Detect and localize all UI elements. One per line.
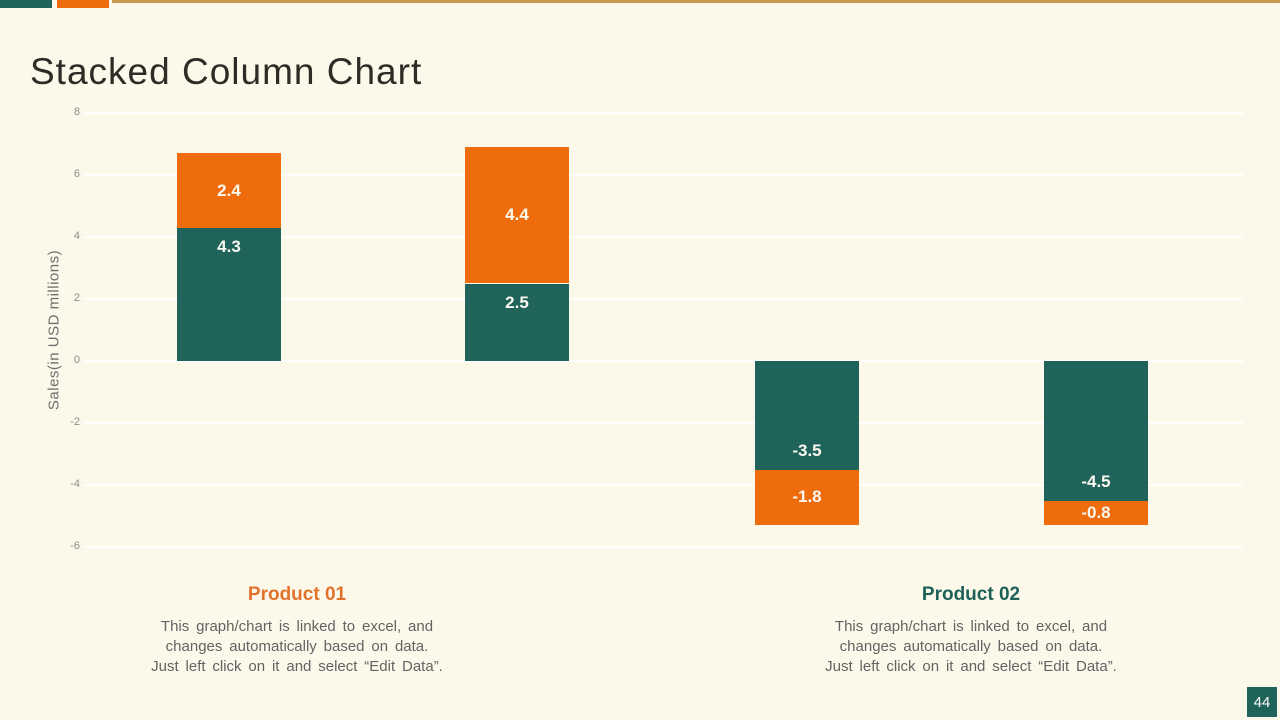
bar-segment-orange-series: [177, 153, 281, 228]
page-number-badge: 44: [1247, 687, 1277, 717]
bar-segment-teal-series: [465, 283, 569, 361]
gridline: [84, 112, 1243, 114]
bar-segment-orange-series: [755, 469, 859, 526]
group-description-line: Just left click on it and select “Edit D…: [825, 658, 1117, 675]
bar-segment-teal-series: [177, 227, 281, 361]
bar-segment-teal-series: [1044, 361, 1148, 501]
y-tick-label: 2: [73, 292, 80, 304]
gridline: [84, 546, 1243, 548]
gridline: [84, 422, 1243, 424]
bar-value-label: 4.3: [217, 236, 241, 256]
group-description-line: changes automatically based on data.: [165, 638, 429, 655]
gridline: [84, 236, 1243, 238]
accent-bar-teal: [0, 0, 52, 8]
y-tick-label: 6: [73, 168, 80, 180]
accent-bar-orange: [57, 0, 109, 8]
y-tick-label: 0: [73, 354, 80, 366]
y-tick-label: -6: [70, 540, 80, 552]
bar-segment-orange-series: [1044, 500, 1148, 526]
bar-value-label: -0.8: [1081, 502, 1111, 522]
y-axis-title: Sales(in USD millions): [45, 249, 63, 411]
caption-product-01: Product 01 This graph/chart is linked to…: [132, 584, 462, 677]
bar-value-label: -1.8: [792, 487, 822, 507]
bar-segment-teal-series: [755, 361, 859, 470]
y-tick-label: -4: [70, 478, 80, 490]
group-label: Product 01: [247, 584, 347, 605]
bar-segment-orange-series: [465, 147, 569, 284]
group-label: Product 02: [921, 584, 1021, 605]
bar-value-label: -3.5: [792, 440, 822, 460]
group-description-line: changes automatically based on data.: [839, 638, 1103, 655]
page-title: Stacked Column Chart: [30, 50, 423, 92]
group-description-line: This graph/chart is linked to excel, and: [160, 618, 434, 635]
gridline: [84, 484, 1243, 486]
group-description-line: Just left click on it and select “Edit D…: [151, 658, 443, 675]
accent-line-gold: [112, 0, 1280, 3]
y-tick-label: -2: [70, 416, 80, 428]
gridline: [84, 298, 1243, 300]
gridline: [84, 174, 1243, 176]
gridline: [84, 360, 1243, 362]
bar-value-label: -4.5: [1081, 471, 1111, 491]
caption-product-02: Product 02 This graph/chart is linked to…: [806, 584, 1136, 677]
bar-value-label: 2.4: [217, 180, 241, 200]
y-tick-label: 4: [73, 230, 80, 242]
bar-value-label: 2.5: [505, 292, 529, 312]
group-description-line: This graph/chart is linked to excel, and: [834, 618, 1108, 635]
y-tick-label: 8: [73, 106, 80, 118]
bar-value-label: 4.4: [505, 205, 529, 225]
